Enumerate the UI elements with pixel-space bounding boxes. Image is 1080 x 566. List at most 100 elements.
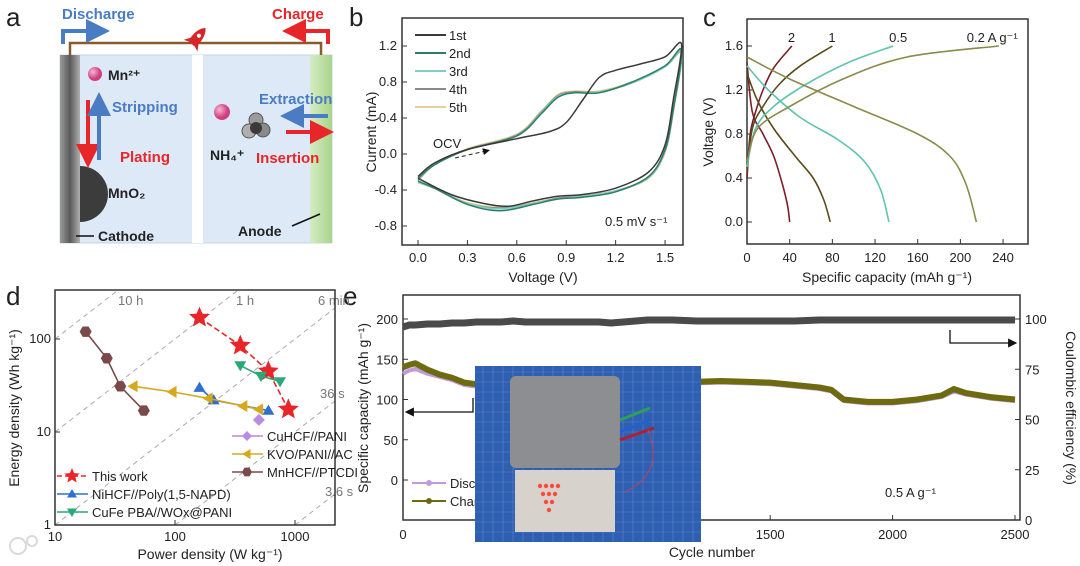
led-icon [537,483,543,489]
marker-hexagon-icon [137,405,150,416]
mn-ion-sphere-icon [88,67,102,81]
scan-rate-label: 0.5 mV s⁻¹ [605,214,668,229]
time-line-label: 6 min [318,293,350,308]
marker-triangle-left-icon [242,449,251,459]
y-tick-label: 150 [376,352,398,367]
rate-label: 2 [788,30,795,45]
marker-hexagon-icon [79,326,92,337]
led-icon [555,483,561,489]
x-tick-label: 1.2 [607,250,625,265]
marker-hexagon-icon [114,381,127,392]
led-icon [552,491,558,497]
led-icon [549,483,555,489]
marker-diamond-icon [252,413,265,426]
time-line-label: 3.6 s [325,484,354,499]
cv-curve-1st [417,41,683,208]
x-tick-label: 0.6 [508,250,526,265]
time-line-1 h [54,289,240,433]
series-coulombic-efficiency [401,316,1015,331]
discharge-curve-0.2 A g⁻¹ [746,56,978,223]
led-icon [543,499,549,505]
x-tick-label: 80 [825,250,839,265]
x-tick-label: 2000 [878,527,907,542]
time-line-label: 10 h [118,293,143,308]
marker-triangle-down-icon [234,361,247,372]
led-icon [543,483,549,489]
watermark-logo [9,535,38,555]
x-tick-label: 10 [48,529,62,544]
legend-label: CuFe PBA//WOx@PANI [92,505,232,520]
y-axis-label: Energy density (Wh kg⁻¹) [6,329,22,487]
marker-triangle-left-icon [127,380,138,393]
panel-label-b: b [349,2,363,32]
cycling-chart: 0500100015002000250020015010050010075502… [355,294,1079,560]
y-right-tick-label: 0 [1025,513,1032,528]
marker-diamond-icon [242,431,252,441]
x-axis-label: Voltage (V) [508,269,577,285]
rate-label: 1 [828,30,835,45]
panel-label-a: a [6,2,21,32]
blue-clip [619,418,651,434]
y-tick-label: 50 [384,433,398,448]
plot-frame [401,17,684,246]
stripping-label: Stripping [112,99,178,116]
time-line-label: 1 h [236,293,254,308]
series-line-This work [199,316,290,410]
x-tick-label: 2500 [1001,527,1030,542]
x-tick-label: 1500 [756,527,785,542]
y-tick-label: 0.8 [379,74,397,89]
led-icon [540,491,546,497]
x-tick-label: 0.3 [458,250,476,265]
marker-triangle-up-icon [262,404,275,415]
x-axis-label: Specific capacity (mAh g⁻¹) [802,269,972,285]
marker-star-icon [189,306,210,327]
y-tick-label: 200 [376,312,398,327]
charge-curve-1 [746,45,833,173]
marker-triangle-left-icon [237,400,248,413]
ocv-label: OCV [433,136,462,151]
insertion-label: Insertion [256,150,319,167]
y-tick-label: 0.8 [725,126,743,141]
x-tick-label: 0 [743,250,750,265]
discharge-label: Discharge [62,6,135,23]
gcd-chart: 0 40 80 120 160 200 240 0.0 0.4 0.8 1.2 1.6 Specific… [700,18,1029,285]
anode-label: Anode [238,223,282,239]
x-tick-label: 0 [399,527,406,542]
legend-label: MnHCF//PTCDI [267,465,358,480]
legend-marker-icon [426,480,432,486]
y-right-tick-label: 75 [1025,362,1039,377]
marker-star-icon [64,468,80,483]
y-right-tick-label: 100 [1025,312,1047,327]
marker-triangle-up-icon [193,381,206,392]
time-line-label: 36 s [320,386,345,401]
x-tick-label: 240 [992,250,1014,265]
ion-sphere-icon [214,104,230,120]
y-tick-label: -0.4 [375,182,397,197]
led-icon [549,499,555,505]
x-tick-label: 200 [950,250,972,265]
anode-electrode [310,55,332,243]
rate-label: 0.2 A g⁻¹ [967,30,1019,45]
marker-triangle-down-icon [274,377,287,388]
panel-label-d: d [6,281,20,311]
y-tick-label: 100 [29,331,51,346]
y-right-tick-label: 50 [1025,413,1039,428]
battery-schematic: Discharge Charge Mn²⁺ Stripping Plating … [59,6,334,244]
x-axis-label: Power density (W kg⁻¹) [137,546,282,562]
plot-frame [746,18,1029,245]
y-right-axis-label: Coulombic efficiency (%) [1063,331,1079,485]
legend-label: 1st [449,28,467,43]
rate-label: 0.5 [889,30,907,45]
cathode-label: Cathode [98,228,154,244]
y-tick-label: 1 [44,517,51,532]
marker-triangle-left-icon [252,403,264,416]
marker-star-icon [277,398,299,419]
y-tick-label: 1.2 [379,38,397,53]
y-tick-label: 1.6 [725,38,743,53]
y-tick-label: 100 [376,393,398,408]
x-tick-label: 0.9 [557,250,575,265]
led-icon [546,491,552,497]
y-tick-label: 0 [391,473,398,488]
